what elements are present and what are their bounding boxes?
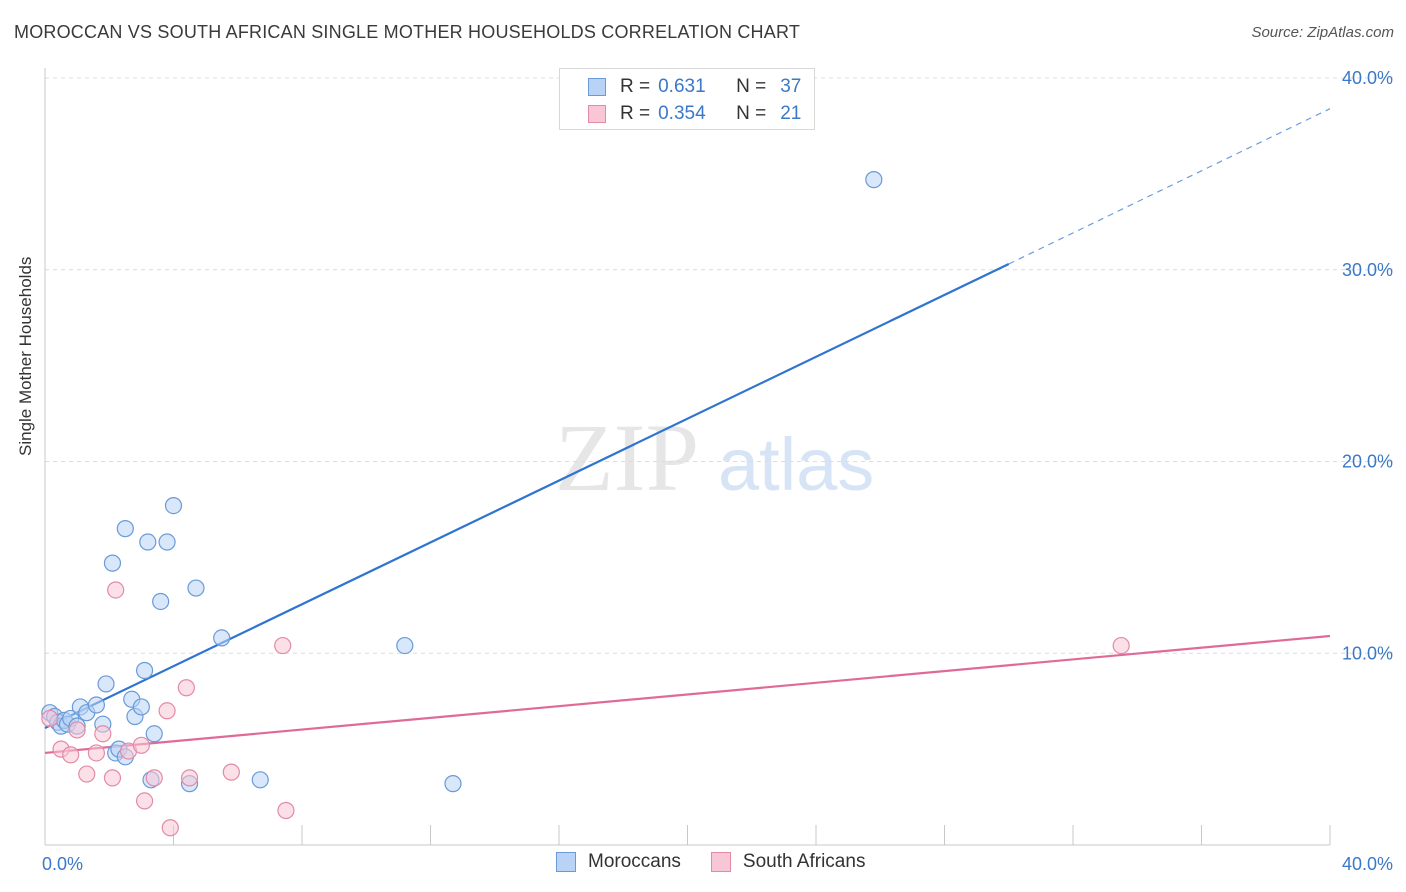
legend-r-value: 0.354: [658, 103, 706, 124]
legend-row-moroccans: R = 0.631 N = 37: [588, 74, 801, 100]
point-moroccan: [865, 171, 883, 189]
legend-n-value: 37: [780, 76, 802, 97]
point-moroccan: [164, 497, 183, 515]
point-moroccan: [152, 592, 170, 611]
point-south-african: [177, 679, 195, 697]
watermark-atlas: atlas: [718, 423, 874, 506]
trend-line-moroccans-extension: [1008, 108, 1331, 265]
point-south-african: [68, 721, 86, 739]
point-south-african: [180, 769, 199, 787]
point-south-african: [62, 746, 80, 764]
point-south-african: [41, 709, 59, 728]
series-legend-moroccans[interactable]: Moroccans: [556, 851, 681, 873]
trend-line-moroccans: [44, 263, 1010, 730]
point-south-african: [222, 763, 240, 781]
point-moroccan: [87, 696, 106, 714]
grid: [45, 77, 1395, 654]
legend-row-south-africans: R = 0.354 N = 21: [588, 101, 801, 127]
point-moroccan: [158, 533, 176, 551]
point-moroccan: [103, 554, 122, 572]
point-moroccan: [251, 771, 269, 789]
legend-n-label: N =: [736, 103, 767, 124]
legend-r-label: R =: [620, 103, 651, 124]
series-swatch-blue: [556, 852, 576, 872]
point-south-african: [145, 769, 163, 787]
trend-lines: [44, 108, 1331, 755]
source-label: Source: ZipAtlas.com: [1251, 24, 1394, 41]
point-south-african: [1112, 636, 1130, 655]
chart-title: MOROCCAN VS SOUTH AFRICAN SINGLE MOTHER …: [14, 22, 801, 42]
series-legend-label: Moroccans: [588, 851, 681, 872]
data-points: [41, 171, 1130, 837]
point-south-african: [161, 819, 179, 837]
point-moroccan: [213, 629, 231, 647]
y-tick-label: 20.0%: [1342, 452, 1393, 472]
legend-n-value: 21: [780, 103, 802, 124]
x-tick-label: 40.0%: [1342, 854, 1393, 874]
trend-line-south-africans: [44, 634, 1331, 755]
legend-r-label: R =: [620, 76, 651, 97]
legend-n-label: N =: [736, 76, 767, 97]
x-tick-label: 0.0%: [42, 854, 83, 874]
point-south-african: [135, 792, 154, 810]
point-south-african: [277, 801, 295, 820]
series-legend-label: South Africans: [742, 851, 866, 872]
point-south-african: [94, 725, 112, 743]
series-swatch-pink: [710, 852, 731, 872]
point-moroccan: [139, 533, 157, 551]
point-moroccan: [187, 579, 205, 597]
point-moroccan: [145, 725, 163, 743]
watermark: ZIP atlas: [555, 404, 874, 511]
point-moroccan: [132, 698, 150, 716]
series-legend-south-africans[interactable]: South Africans: [710, 851, 866, 873]
point-south-african: [103, 769, 122, 787]
point-moroccan: [444, 775, 462, 793]
point-south-african: [87, 744, 106, 762]
y-tick-label: 30.0%: [1342, 260, 1393, 280]
legend-swatch-pink: [588, 105, 606, 123]
point-moroccan: [116, 520, 134, 538]
legend-swatch-blue: [588, 78, 606, 96]
legend: R = 0.631 N = 37 R = 0.354 N = 21: [559, 68, 815, 130]
point-south-african: [78, 765, 96, 783]
point-south-african: [107, 581, 125, 599]
tick-labels: 10.0% 20.0% 30.0% 40.0% 0.0% 40.0%: [42, 68, 1393, 874]
y-tick-label: 10.0%: [1342, 643, 1393, 663]
y-tick-label: 40.0%: [1342, 68, 1393, 88]
legend-r-value: 0.631: [658, 76, 706, 97]
point-moroccan: [135, 661, 154, 680]
watermark-zip: ZIP: [555, 404, 699, 511]
point-south-african: [158, 702, 176, 720]
point-moroccan: [97, 675, 115, 693]
point-south-african: [274, 636, 292, 655]
point-south-african: [132, 736, 150, 754]
series-legend: Moroccans South Africans: [556, 851, 895, 873]
point-moroccan: [396, 636, 414, 655]
